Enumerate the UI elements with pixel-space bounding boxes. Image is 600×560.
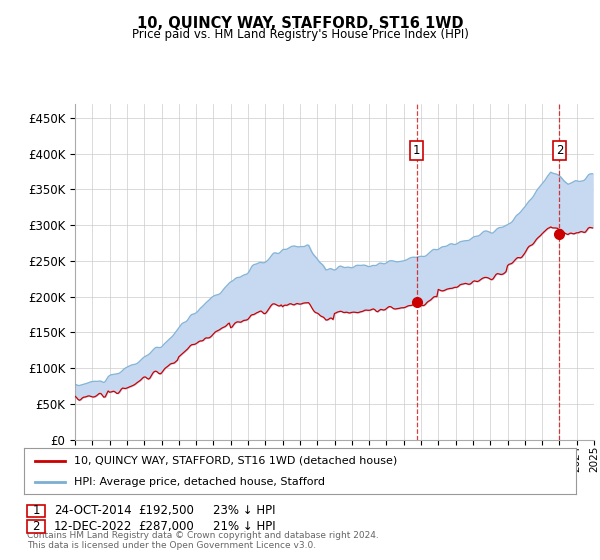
Text: 21% ↓ HPI: 21% ↓ HPI [213, 520, 275, 533]
Text: 24-OCT-2014: 24-OCT-2014 [54, 504, 131, 517]
Text: Contains HM Land Registry data © Crown copyright and database right 2024.
This d: Contains HM Land Registry data © Crown c… [27, 530, 379, 550]
Text: 1: 1 [413, 143, 421, 157]
Text: £192,500: £192,500 [138, 504, 194, 517]
Text: 1: 1 [32, 504, 40, 517]
Text: 12-DEC-2022: 12-DEC-2022 [54, 520, 133, 533]
Text: Price paid vs. HM Land Registry's House Price Index (HPI): Price paid vs. HM Land Registry's House … [131, 28, 469, 41]
Text: 10, QUINCY WAY, STAFFORD, ST16 1WD: 10, QUINCY WAY, STAFFORD, ST16 1WD [137, 16, 463, 31]
Text: 23% ↓ HPI: 23% ↓ HPI [213, 504, 275, 517]
Text: HPI: Average price, detached house, Stafford: HPI: Average price, detached house, Staf… [74, 477, 325, 487]
Text: £287,000: £287,000 [138, 520, 194, 533]
Text: 10, QUINCY WAY, STAFFORD, ST16 1WD (detached house): 10, QUINCY WAY, STAFFORD, ST16 1WD (deta… [74, 456, 397, 466]
Text: 2: 2 [556, 143, 563, 157]
Text: 2: 2 [32, 520, 40, 533]
